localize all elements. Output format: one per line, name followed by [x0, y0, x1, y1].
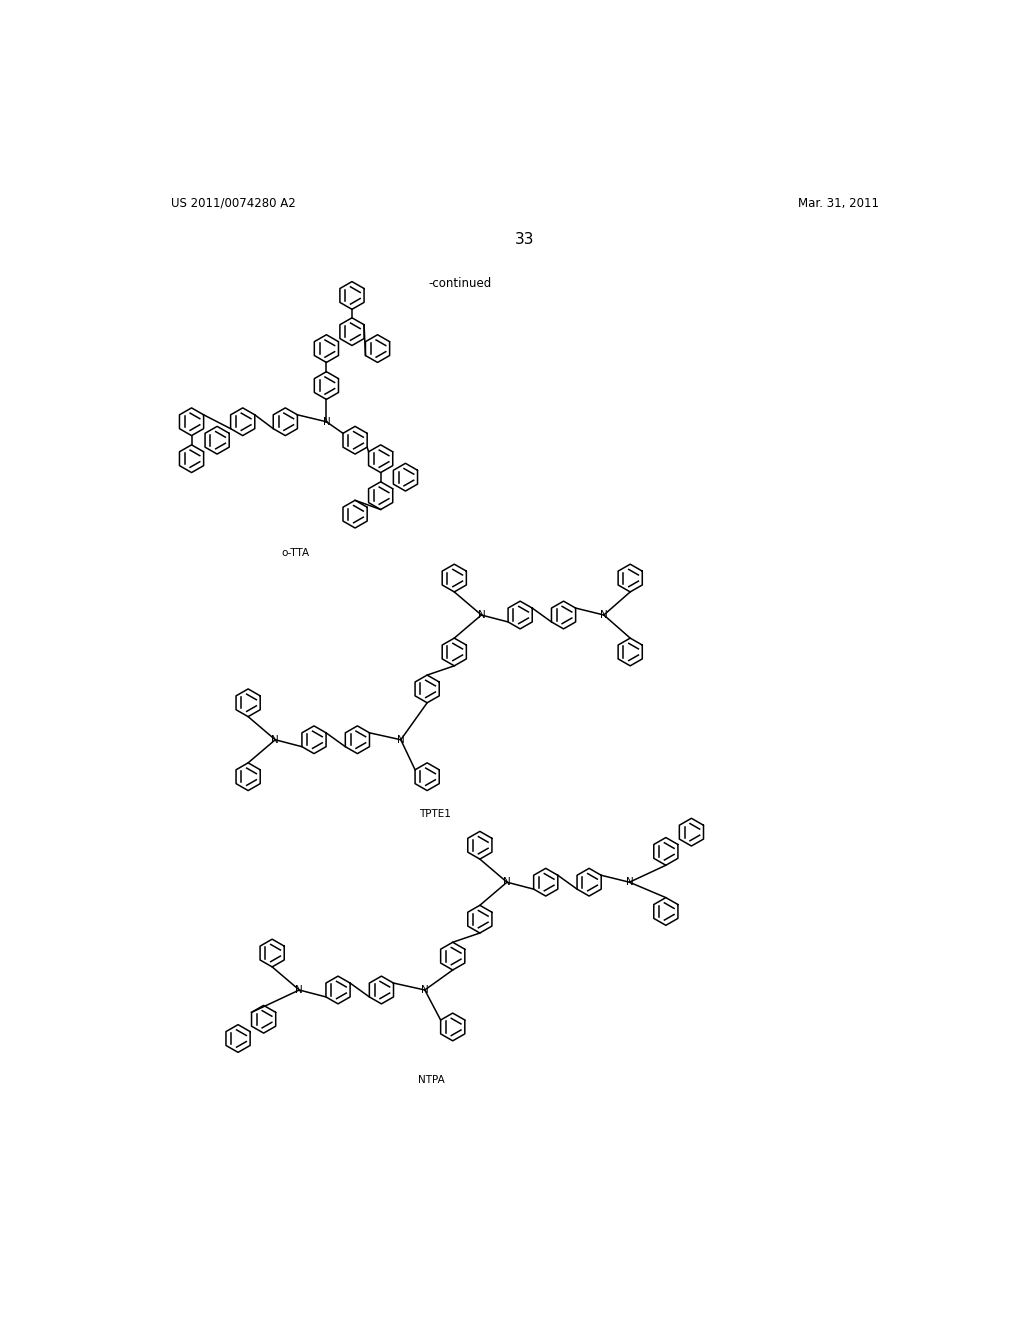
Text: TPTE1: TPTE1: [419, 809, 451, 820]
Text: NTPA: NTPA: [418, 1074, 444, 1085]
Text: N: N: [271, 735, 280, 744]
Text: N: N: [626, 878, 633, 887]
Text: N: N: [421, 985, 429, 995]
Text: N: N: [600, 610, 607, 620]
Text: N: N: [477, 610, 485, 620]
Text: N: N: [323, 417, 331, 426]
Text: -continued: -continued: [429, 277, 492, 290]
Text: 33: 33: [515, 232, 535, 247]
Text: o-TTA: o-TTA: [282, 548, 309, 558]
Text: N: N: [295, 985, 303, 995]
Text: N: N: [397, 735, 404, 744]
Text: N: N: [503, 878, 511, 887]
Text: US 2011/0074280 A2: US 2011/0074280 A2: [171, 197, 295, 210]
Text: Mar. 31, 2011: Mar. 31, 2011: [798, 197, 879, 210]
